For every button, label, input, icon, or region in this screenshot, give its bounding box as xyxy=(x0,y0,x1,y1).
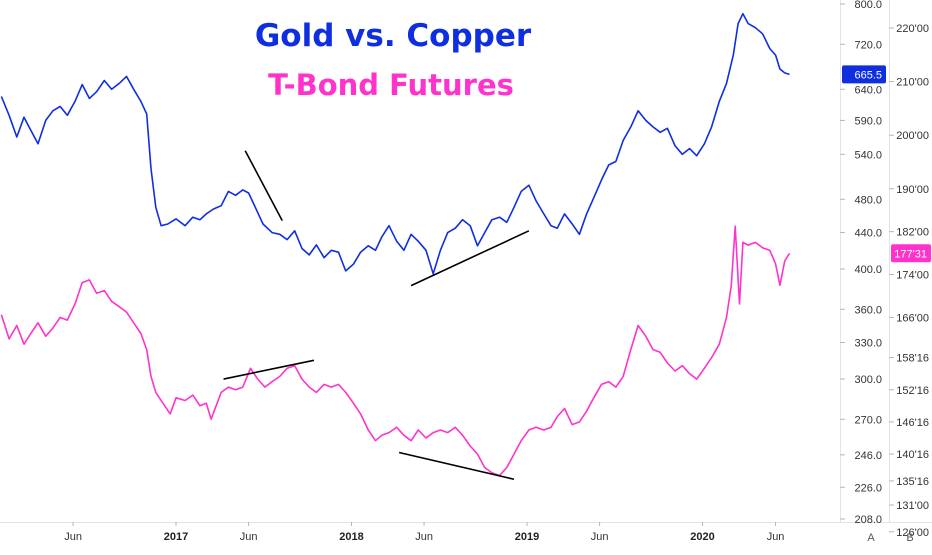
series-line-tbond[interactable] xyxy=(0,225,791,477)
left-tick-label: 208.0 xyxy=(854,514,882,526)
scale-a-button[interactable]: A xyxy=(867,532,875,544)
left-last-value-badge: 665.5 xyxy=(854,69,882,81)
left-tick-label: 440.0 xyxy=(854,228,882,240)
time-tick-label: Jun xyxy=(591,531,609,543)
right-tick-label: 158'16 xyxy=(896,353,929,365)
time-tick-label: Jun xyxy=(415,531,433,543)
left-tick-label: 720.0 xyxy=(854,39,882,51)
right-tick-label: 126'00 xyxy=(896,527,929,539)
trendline-3[interactable] xyxy=(223,359,315,380)
trendline-4[interactable] xyxy=(398,451,515,481)
right-tick-label: 152'16 xyxy=(896,385,929,397)
left-price-axis[interactable]: 800.0 720.0 640.0 590.0 540.0 480.0 440.0 400.0… xyxy=(840,0,882,526)
right-tick-label: 140'16 xyxy=(896,449,929,461)
right-last-value-badge: 177'31 xyxy=(894,248,927,260)
left-tick-label: 300.0 xyxy=(854,374,882,386)
time-tick-label: 2018 xyxy=(339,531,363,543)
trendline-1[interactable] xyxy=(244,150,283,221)
time-tick-label: Jun xyxy=(64,531,82,543)
plot-area[interactable] xyxy=(0,12,791,481)
time-tick-label: 2019 xyxy=(515,531,539,543)
chart-subtitle: T-Bond Futures xyxy=(268,68,514,102)
right-tick-label: 210'00 xyxy=(896,77,929,89)
trendline-2[interactable] xyxy=(410,230,530,287)
right-tick-label: 135'16 xyxy=(896,476,929,488)
time-tick-label: 2020 xyxy=(690,531,714,543)
left-tick-label: 270.0 xyxy=(854,414,882,426)
right-tick-label: 166'00 xyxy=(896,312,929,324)
time-axis[interactable]: Jun 2017 Jun 2018 Jun 2019 Jun 2020 Jun xyxy=(64,522,784,543)
right-tick-label: 174'00 xyxy=(896,270,929,282)
time-tick-label: Jun xyxy=(240,531,258,543)
right-price-axis[interactable]: 220'00 210'00 200'00 190'00 182'00 174'00 166'… xyxy=(889,23,929,539)
time-tick-label: Jun xyxy=(767,531,785,543)
right-tick-label: 200'00 xyxy=(896,130,929,142)
last-value-badges: 665.5 177'31 xyxy=(842,65,931,263)
left-tick-label: 480.0 xyxy=(854,194,882,206)
left-tick-label: 360.0 xyxy=(854,304,882,316)
left-tick-label: 330.0 xyxy=(854,338,882,350)
scale-b-button[interactable]: B xyxy=(906,532,913,544)
left-last-value-badge-bg xyxy=(842,65,886,84)
right-tick-label: 131'00 xyxy=(896,500,929,512)
left-tick-label: 246.0 xyxy=(854,450,882,462)
left-tick-label: 400.0 xyxy=(854,264,882,276)
time-tick-label: 2017 xyxy=(164,531,188,543)
left-tick-label: 590.0 xyxy=(854,115,882,127)
right-tick-label: 220'00 xyxy=(896,23,929,35)
right-tick-label: 190'00 xyxy=(896,184,929,196)
right-tick-label: 182'00 xyxy=(896,227,929,239)
series-line-gold_copper[interactable] xyxy=(0,12,790,275)
left-tick-label: 800.0 xyxy=(854,0,882,11)
right-tick-label: 146'16 xyxy=(896,417,929,429)
chart-title: Gold vs. Copper xyxy=(255,18,532,54)
left-tick-label: 640.0 xyxy=(854,84,882,96)
left-tick-label: 226.0 xyxy=(854,482,882,494)
right-last-value-badge-bg xyxy=(891,244,931,263)
left-tick-label: 540.0 xyxy=(854,149,882,161)
